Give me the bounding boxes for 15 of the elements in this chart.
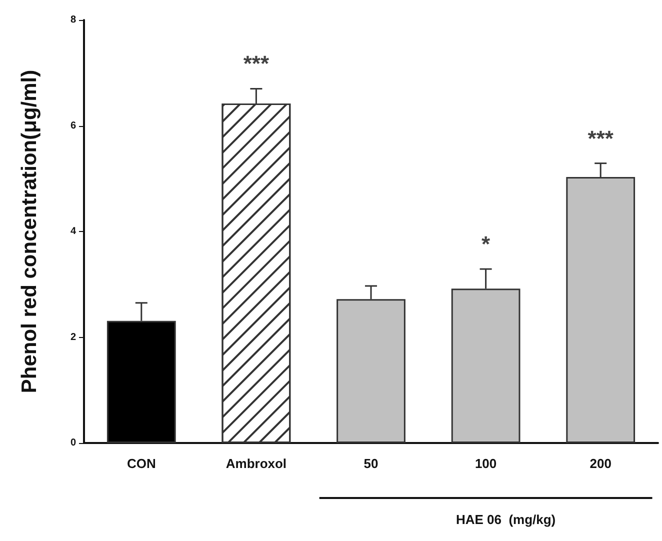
y-tick-label: 6 xyxy=(70,120,76,132)
x-tick-label: CON xyxy=(126,456,156,471)
y-axis-title: Phenol red concentration(μg/ml) xyxy=(18,70,41,394)
y-tick-label: 2 xyxy=(70,332,76,343)
y-tick-label: 4 xyxy=(70,226,76,237)
x-tick-label: 100 xyxy=(474,456,497,471)
text: HAE 06 (mg/kg) xyxy=(456,512,556,527)
x-tick-label: 200 xyxy=(590,456,612,471)
y-tick-label: 8 xyxy=(70,14,76,26)
annotation: *** xyxy=(588,126,614,151)
y-tick-label: 0 xyxy=(70,438,76,448)
x-tick-label: Ambroxol xyxy=(226,456,287,471)
x-tick-label: 50 xyxy=(364,456,378,471)
annotation: * xyxy=(482,232,491,257)
annotation: *** xyxy=(243,51,270,76)
